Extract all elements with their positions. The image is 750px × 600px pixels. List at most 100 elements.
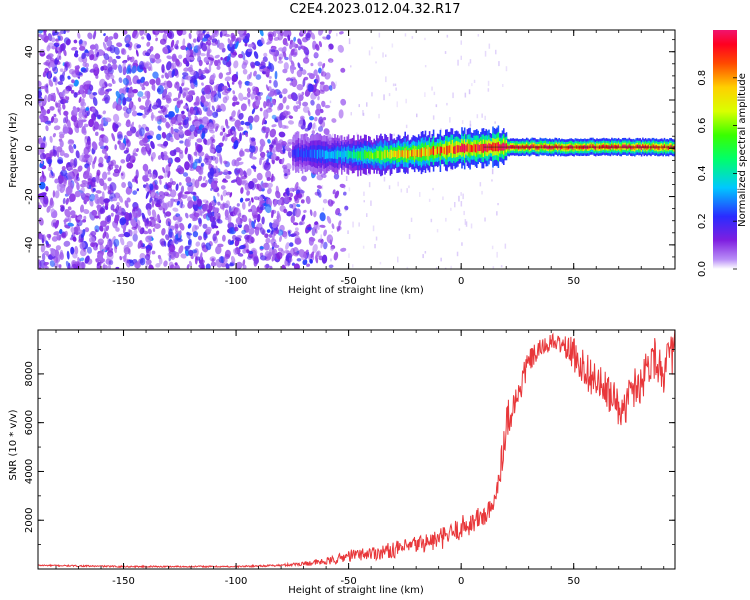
- noise-blob: [184, 146, 188, 155]
- noise-dot: [395, 87, 397, 91]
- noise-blob: [205, 263, 211, 269]
- y-tick-label: 20: [24, 94, 35, 107]
- colorbar: 0.0 0.2 0.4 0.6 0.8 Normalized spectral ampl…: [697, 30, 748, 277]
- noise-blob: [67, 222, 74, 227]
- x-tick-label: -100: [225, 576, 248, 587]
- signal-cell: [422, 147, 424, 157]
- signal-cell: [292, 150, 294, 158]
- noise-dot: [432, 187, 434, 191]
- noise-blob: [326, 34, 331, 40]
- noise-dot: [473, 79, 476, 83]
- noise-blob: [220, 57, 223, 61]
- signal-cell: [404, 148, 406, 158]
- noise-dot: [336, 33, 338, 37]
- noise-blob: [244, 42, 248, 47]
- colorbar-tick-label: 0.8: [697, 70, 708, 86]
- noise-blob: [92, 91, 98, 96]
- noise-dot: [494, 121, 496, 124]
- signal-cell: [323, 150, 325, 160]
- noise-dot: [424, 92, 426, 97]
- signal-cell: [503, 142, 505, 151]
- noise-blob: [339, 183, 346, 189]
- x-tick-label: 0: [458, 276, 464, 287]
- signal-cell: [628, 144, 631, 148]
- noise-dot: [332, 133, 334, 139]
- signal-cell: [446, 145, 448, 155]
- signal-cell: [476, 144, 478, 153]
- signal-cell: [574, 144, 577, 149]
- noise-dot: [343, 187, 346, 190]
- signal-cell: [636, 144, 639, 149]
- noise-blob: [264, 233, 269, 238]
- y-tick-label: -40: [24, 237, 35, 253]
- noise-dot: [416, 113, 418, 118]
- signal-cell: [558, 144, 560, 149]
- signal-cell: [486, 144, 489, 153]
- x-tick-label: 50: [567, 276, 580, 287]
- noise-dot: [444, 51, 447, 54]
- noise-blob: [253, 114, 260, 123]
- noise-blob: [300, 199, 305, 204]
- noise-blob: [152, 228, 156, 232]
- signal-cell: [497, 142, 500, 152]
- noise-dot: [348, 38, 351, 45]
- noise-blob: [259, 107, 263, 112]
- noise-dot: [457, 59, 459, 66]
- colorbar-gradient: [713, 30, 737, 269]
- noise-dot: [476, 114, 479, 119]
- noise-blob: [111, 58, 117, 65]
- noise-blob: [115, 227, 120, 232]
- noise-dot: [408, 234, 411, 240]
- noise-blob: [151, 198, 155, 208]
- noise-dot: [430, 218, 433, 223]
- noise-dot: [329, 199, 332, 204]
- noise-dot: [454, 202, 456, 208]
- noise-blob: [77, 165, 83, 172]
- noise-blob: [297, 46, 301, 51]
- noise-blob: [154, 223, 161, 230]
- signal-cell: [307, 149, 309, 158]
- noise-dot: [366, 213, 368, 217]
- signal-cell: [380, 150, 382, 160]
- signal-cell: [462, 144, 465, 152]
- signal-cell: [532, 144, 535, 149]
- noise-dot: [428, 198, 431, 202]
- colorbar-tick-label: 0.2: [697, 213, 708, 229]
- signal-cell: [355, 151, 358, 159]
- noise-dot: [496, 251, 498, 258]
- noise-dot: [504, 243, 507, 249]
- x-tick-label: -150: [112, 576, 135, 587]
- noise-blob: [54, 190, 60, 199]
- noise-dot: [458, 195, 460, 202]
- noise-blob: [271, 124, 277, 128]
- noise-dot: [495, 49, 497, 55]
- noise-blob: [161, 131, 167, 139]
- noise-blob: [328, 43, 334, 50]
- signal-cell: [361, 150, 363, 158]
- noise-dot: [446, 34, 449, 38]
- noise-dot: [352, 264, 354, 268]
- noise-dot: [491, 168, 494, 175]
- noise-blob: [39, 174, 47, 184]
- signal-cell: [601, 144, 604, 149]
- noise-blob: [108, 259, 114, 266]
- signal-cell: [521, 144, 524, 149]
- noise-dot: [468, 62, 470, 67]
- noise-dot: [385, 76, 387, 83]
- signal-cell: [415, 149, 417, 156]
- noise-dot: [370, 200, 372, 206]
- noise-blob: [221, 234, 226, 242]
- noise-dot: [397, 181, 399, 187]
- noise-dot: [347, 230, 349, 234]
- noise-dot: [460, 192, 462, 196]
- noise-blob: [202, 214, 207, 219]
- signal-cell: [293, 149, 296, 156]
- noise-dot: [330, 60, 332, 64]
- noise-blob: [231, 81, 235, 85]
- x-tick-label: -100: [225, 276, 248, 287]
- noise-blob: [88, 184, 92, 189]
- signal-cell: [412, 148, 415, 157]
- signal-cell: [451, 144, 454, 154]
- noise-dot: [321, 185, 324, 190]
- noise-blob: [308, 73, 315, 80]
